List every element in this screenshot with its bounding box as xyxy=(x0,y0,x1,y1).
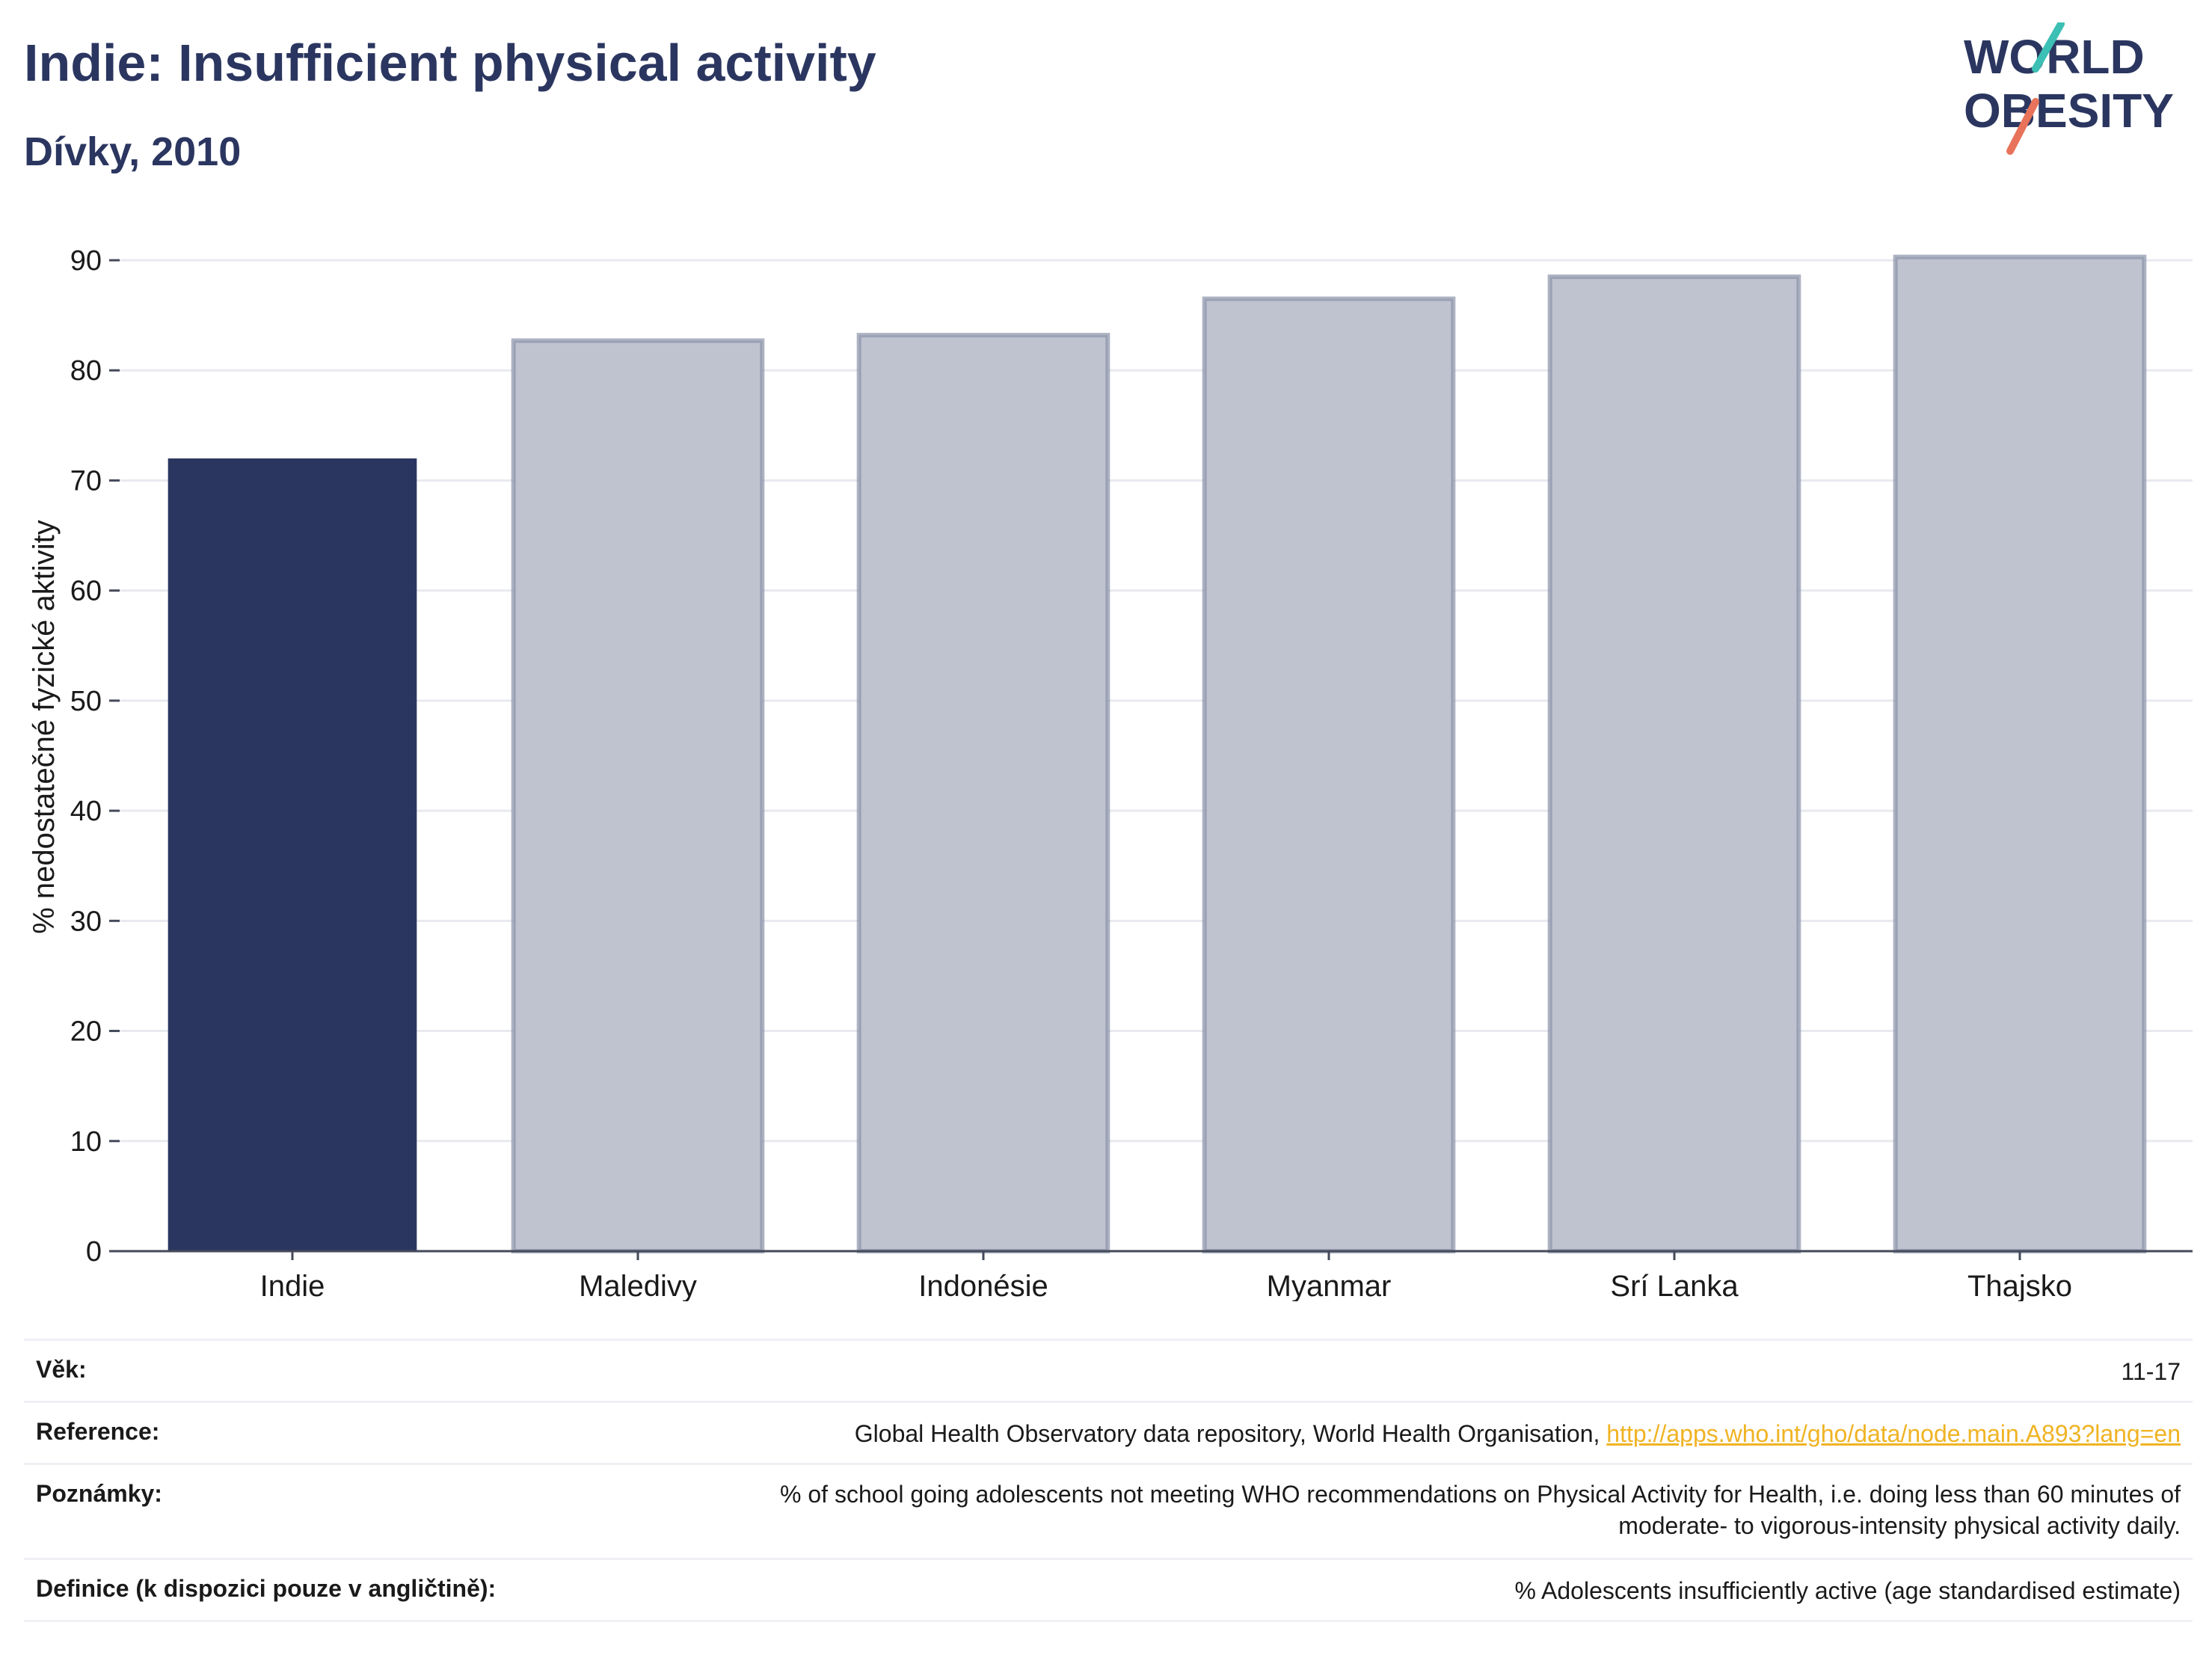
reference-link[interactable]: http://apps.who.int/gho/data/node.main.A… xyxy=(1606,1420,2181,1447)
y-tick-label: 10 xyxy=(70,1126,102,1158)
logo-slash-bottom xyxy=(2006,98,2039,155)
y-tick-label: 30 xyxy=(70,906,102,937)
x-tick-label: Myanmar xyxy=(1267,1270,1392,1301)
info-table: Věk: 11-17 Reference: Global Health Obse… xyxy=(24,1339,2193,1622)
bar-indie[interactable] xyxy=(168,458,417,1251)
info-row-notes: Poznámky: % of school going adolescents … xyxy=(24,1463,2193,1558)
definition-value: % Adolescents insufficiently active (age… xyxy=(1514,1577,2181,1604)
y-tick-label: 0 xyxy=(86,1236,102,1268)
age-value: 11-17 xyxy=(2121,1358,2181,1385)
x-tick-label: Indonésie xyxy=(918,1270,1048,1301)
x-tick-label: Srí Lanka xyxy=(1610,1270,1739,1301)
bars xyxy=(168,254,2147,1254)
y-tick-label: 70 xyxy=(70,465,102,497)
y-tick-label: 20 xyxy=(70,1016,102,1048)
logo-slash-top xyxy=(2032,22,2065,73)
bar-myanmar[interactable] xyxy=(1202,296,1456,1253)
reference-label: Reference: xyxy=(36,1418,160,1445)
y-axis-ticks: 0 10 20 30 40 50 60 70 80 90 xyxy=(70,245,120,1268)
info-row-definition: Definice (k dispozici pouze v angličtině… xyxy=(24,1558,2193,1622)
bar-thajsko[interactable] xyxy=(1893,254,2147,1253)
bar-sr-lanka[interactable] xyxy=(1547,274,1801,1253)
reference-text: Global Health Observatory data repositor… xyxy=(854,1420,1607,1447)
bar-chart: 0 10 20 30 40 50 60 70 80 90 Indie Maledivy Indonés… xyxy=(28,245,2193,1301)
y-tick-label: 80 xyxy=(70,355,102,387)
x-tick-label: Maledivy xyxy=(579,1270,697,1301)
x-tick-label: Thajsko xyxy=(1967,1270,2072,1301)
y-tick-label: 50 xyxy=(70,686,102,717)
chart-title: Indie: Insufficient physical activity xyxy=(24,34,876,92)
notes-label: Poznámky: xyxy=(36,1480,162,1507)
world-obesity-logo: WORLD OBESITY xyxy=(1964,22,2174,155)
grid-lines xyxy=(120,259,2193,1143)
y-tick-label: 60 xyxy=(70,576,102,607)
bar-maledivy[interactable] xyxy=(511,338,765,1254)
age-label: Věk: xyxy=(36,1356,87,1383)
chart-subtitle: Dívky, 2010 xyxy=(24,129,242,174)
info-row-reference: Reference: Global Health Observatory dat… xyxy=(24,1401,2193,1463)
notes-line1: % of school going adolescents not meetin… xyxy=(780,1481,2181,1508)
x-axis-ticks: Indie Maledivy Indonésie Myanmar Srí Lanka Th… xyxy=(260,1251,2072,1301)
x-tick-label: Indie xyxy=(260,1270,325,1301)
y-tick-label: 90 xyxy=(70,245,102,277)
bar-indon-sie[interactable] xyxy=(856,333,1110,1254)
y-axis-label: % nedostatečné fyzické aktivity xyxy=(28,520,61,934)
logo-text-line2: OBESITY xyxy=(1964,84,2174,138)
y-tick-label: 40 xyxy=(70,796,102,827)
info-row-age: Věk: 11-17 xyxy=(24,1339,2193,1401)
notes-value: % of school going adolescents not meetin… xyxy=(780,1479,2181,1541)
definition-label: Definice (k dispozici pouze v angličtině… xyxy=(36,1575,497,1602)
reference-value: Global Health Observatory data repositor… xyxy=(855,1418,2181,1449)
notes-line2: moderate- to vigorous-intensity physical… xyxy=(1618,1512,2181,1539)
